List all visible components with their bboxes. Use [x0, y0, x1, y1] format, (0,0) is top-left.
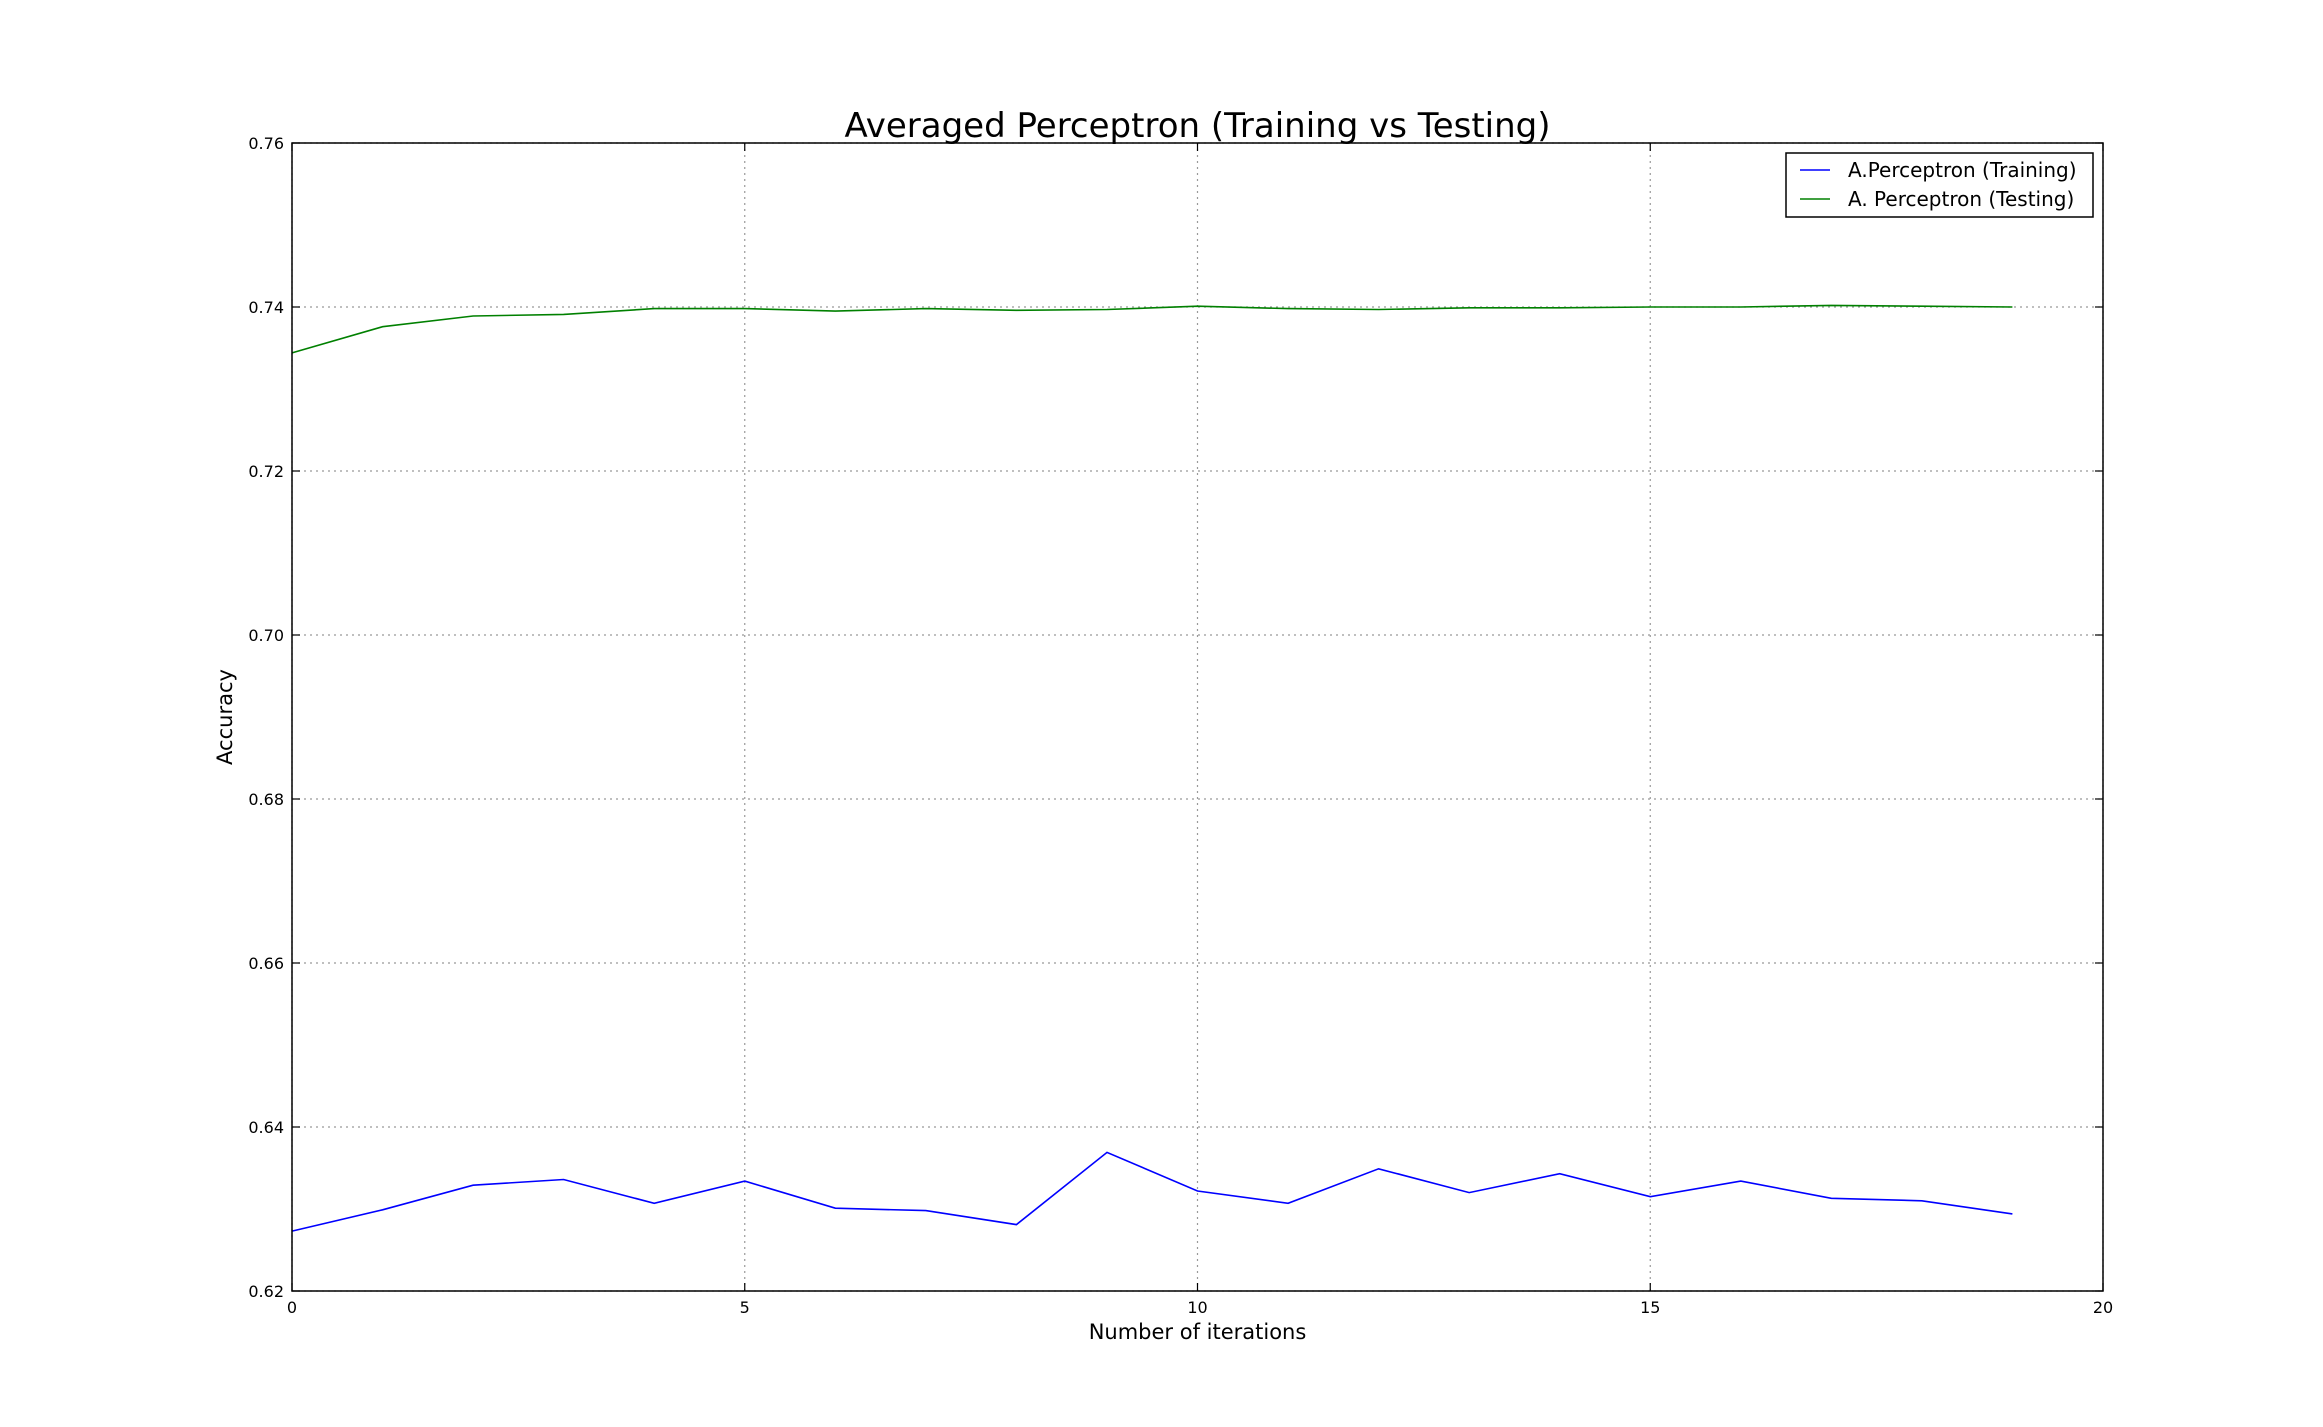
- series-line-training: [291, 1151, 2013, 1232]
- x-tick-label: 10: [1187, 1298, 1207, 1317]
- legend-label-training: A.Perceptron (Training): [1848, 158, 2077, 182]
- x-tick-label: 5: [740, 1298, 750, 1317]
- legend-box: [1785, 152, 2094, 218]
- y-tick-label: 0.66: [248, 954, 284, 973]
- x-tick-label: 20: [2093, 1298, 2113, 1317]
- y-tick-label: 0.72: [248, 462, 284, 481]
- x-axis-label: Number of iterations: [1089, 1320, 1307, 1344]
- legend-label-testing: A. Perceptron (Testing): [1848, 187, 2074, 211]
- axis-ticks: 0 5 10 15 20 0.62 0.64 0.66 0.68 0.70 0.72 0.74 0.76: [248, 134, 2113, 1317]
- y-tick-label: 0.74: [248, 298, 284, 317]
- series-line-testing: [291, 304, 2013, 354]
- x-tick-label: 0: [287, 1298, 297, 1317]
- y-tick-label: 0.62: [248, 1282, 284, 1301]
- chart-title: Averaged Perceptron (Training vs Testing…: [844, 106, 1550, 146]
- y-tick-label: 0.76: [248, 134, 284, 153]
- x-tick-label: 15: [1640, 1298, 1660, 1317]
- plot-frame: [291, 142, 2104, 1292]
- y-tick-label: 0.68: [248, 790, 284, 809]
- series-lines: [291, 304, 2013, 1232]
- legend: A.Perceptron (Training) A. Perceptron (T…: [1785, 152, 2094, 218]
- y-tick-label: 0.70: [248, 626, 284, 645]
- y-tick-label: 0.64: [248, 1118, 284, 1137]
- y-axis-label: Accuracy: [213, 669, 237, 765]
